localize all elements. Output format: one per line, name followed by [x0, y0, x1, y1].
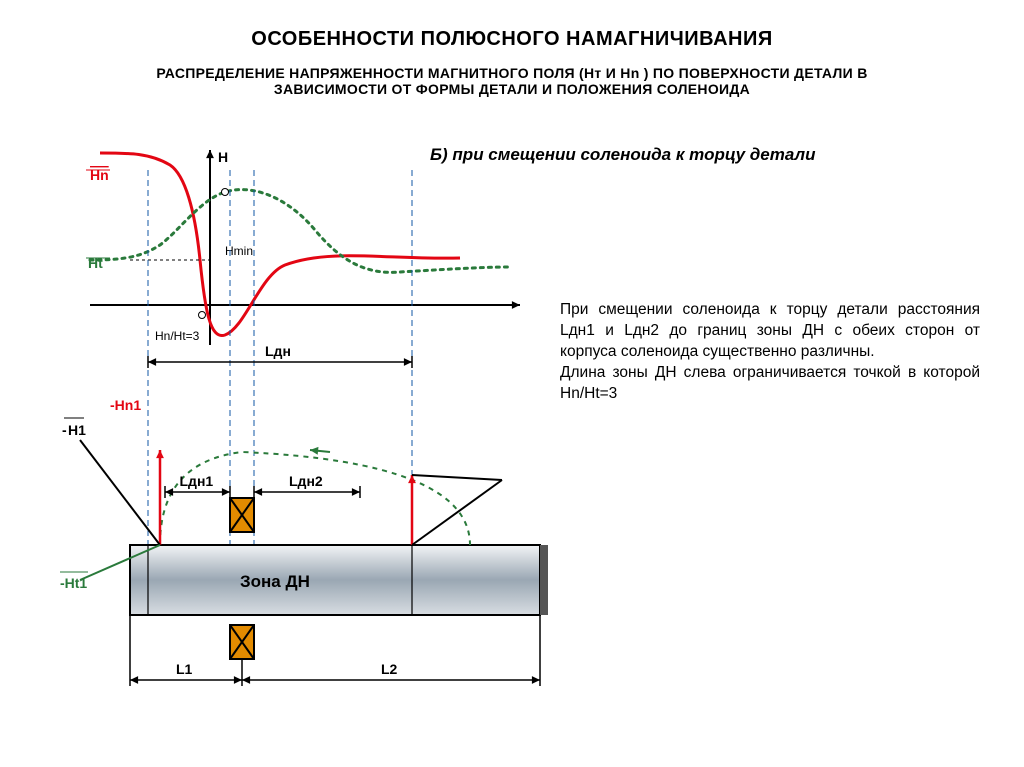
svg-text:-Ht1: -Ht1	[60, 575, 87, 591]
svg-text:L2: L2	[381, 661, 398, 677]
svg-text:Ht: Ht	[88, 255, 103, 271]
paragraph-2: Длина зоны ДН слева ограничивается точко…	[560, 364, 980, 402]
svg-text:Hn/Ht=3: Hn/Ht=3	[155, 329, 200, 343]
svg-text:H: H	[218, 149, 228, 165]
svg-text:Зона ДН: Зона ДН	[240, 572, 310, 591]
svg-text:Hn: Hn	[90, 167, 109, 183]
svg-text:Lдн: Lдн	[265, 343, 291, 359]
svg-text:Lдн1: Lдн1	[180, 473, 214, 489]
paragraph-1: При смещении соленоида к торцу детали ра…	[560, 301, 980, 360]
svg-text:-Hn1: -Hn1	[110, 397, 141, 413]
page-subtitle: РАСПРЕДЕЛЕНИЕ НАПРЯЖЕННОСТИ МАГНИТНОГО П…	[102, 65, 922, 97]
svg-text:-: -	[62, 422, 67, 438]
diagram-figure: H Hn Ht Hmin Hn/Ht=3 Lдн Зона ДН -Hn1 H1- -Ht1 Lдн…	[30, 140, 590, 730]
page-title: ОСОБЕННОСТИ ПОЛЮСНОГО НАМАГНИЧИВАНИЯ	[40, 28, 984, 51]
svg-text:Lдн2: Lдн2	[289, 473, 323, 489]
svg-text:H1: H1	[68, 422, 86, 438]
explanatory-text: При смещении соленоида к торцу детали ра…	[560, 300, 980, 405]
svg-text:Hmin: Hmin	[225, 244, 253, 258]
svg-text:L1: L1	[176, 661, 193, 677]
